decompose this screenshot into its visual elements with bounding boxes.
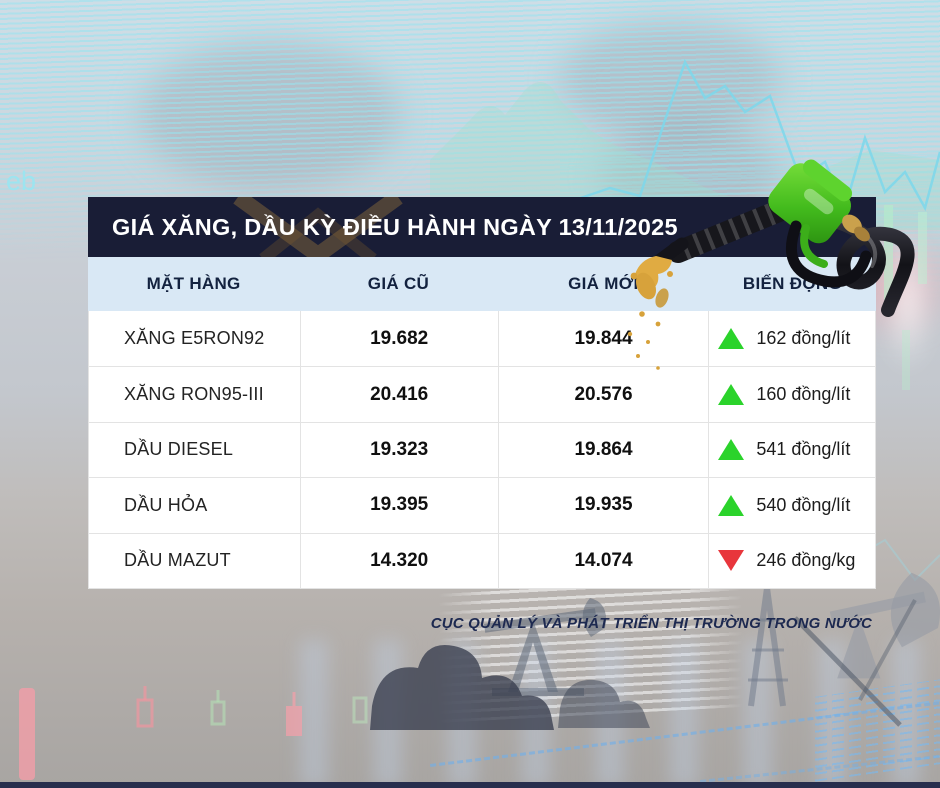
new-price: 19.935 <box>497 478 709 533</box>
change-amount: 540 đồng/lít <box>756 494 851 515</box>
page-title: GIÁ XĂNG, DẦU KỲ ĐIỀU HÀNH NGÀY 13/11/20… <box>112 213 678 240</box>
product-name: XĂNG RON95-III <box>124 384 264 405</box>
candlestick-bar <box>918 212 927 284</box>
nozzle-trigger <box>800 224 828 268</box>
table-row: XĂNG E5RON92 19.682 19.844 162 đồng/lít <box>89 311 875 367</box>
column-header-product: MẶT HÀNG <box>146 274 241 293</box>
product-name: DẦU HỎA <box>124 494 208 515</box>
gold-collar <box>854 226 870 242</box>
candlestick-bar <box>19 688 35 780</box>
nozzle-handle <box>786 220 872 288</box>
fuel-nozzle-illustration <box>627 159 915 370</box>
candlestick-bar <box>902 330 910 390</box>
old-price: 20.416 <box>299 367 498 422</box>
new-price: 19.844 <box>497 311 709 367</box>
new-price: 20.576 <box>497 367 709 422</box>
bottom-border-strip <box>0 782 940 788</box>
price-change: 246 đồng/kg <box>708 533 875 588</box>
fuel-hose <box>825 213 915 317</box>
price-change: 162 đồng/lít <box>708 311 875 367</box>
brand-chevron-watermark <box>233 197 403 257</box>
fuel-splash <box>627 256 673 370</box>
change-amount: 246 đồng/kg <box>756 550 856 571</box>
price-change: 540 đồng/lít <box>708 478 875 533</box>
table-row: DẦU HỎA 19.395 19.935 540 đồng/lít <box>89 477 875 533</box>
price-change: 541 đồng/lít <box>708 422 875 478</box>
trend-up-icon <box>718 494 745 516</box>
table-row: XĂNG RON95-III 20.416 20.576 160 đồng/lí… <box>89 366 875 422</box>
oil-pumpjack-silhouette <box>483 598 606 696</box>
trend-up-icon <box>718 439 745 461</box>
nozzle-body <box>768 159 853 244</box>
price-change: 160 đồng/lít <box>708 367 875 422</box>
candlestick-bar <box>884 205 893 300</box>
column-header-new-price: GIÁ MỚI <box>568 274 639 293</box>
old-price: 14.320 <box>299 533 498 588</box>
foreground-silhouette <box>370 644 554 730</box>
change-amount: 541 đồng/lít <box>756 439 851 460</box>
new-price: 19.864 <box>497 422 709 478</box>
table-header-row: MẶT HÀNG GIÁ CŨ GIÁ MỚI BIẾN ĐỘNG <box>88 257 876 311</box>
column-header-old-price: GIÁ CŨ <box>367 274 430 293</box>
title-bar: GIÁ XĂNG, DẦU KỲ ĐIỀU HÀNH NGÀY 13/11/20… <box>88 197 876 257</box>
cable-line <box>858 599 917 701</box>
trend-up-icon <box>718 384 745 406</box>
change-amount: 162 đồng/lít <box>756 328 851 349</box>
candlestick-group <box>136 686 368 736</box>
cable-line <box>793 616 902 727</box>
product-name: XĂNG E5RON92 <box>124 328 265 349</box>
trend-down-icon <box>718 550 745 572</box>
product-name: DẦU MAZUT <box>124 550 231 571</box>
table-row: DẦU DIESEL 19.323 19.864 541 đồng/lít <box>89 421 875 478</box>
source-credit: CỤC QUẢN LÝ VÀ PHÁT TRIỂN THỊ TRƯỜNG TRO… <box>430 615 872 632</box>
background-watermark-text: eb <box>6 166 37 196</box>
table-body: XĂNG E5RON92 19.682 19.844 162 đồng/lít … <box>88 311 876 589</box>
old-price: 19.323 <box>299 422 498 478</box>
trend-up-icon <box>718 328 745 350</box>
table-row: DẦU MAZUT 14.320 14.074 246 đồng/kg <box>89 532 875 588</box>
product-name: DẦU DIESEL <box>124 439 234 460</box>
price-table: GIÁ XĂNG, DẦU KỲ ĐIỀU HÀNH NGÀY 13/11/20… <box>88 197 876 589</box>
old-price: 19.395 <box>299 478 498 533</box>
line-chart-decoration <box>559 58 940 212</box>
new-price: 14.074 <box>497 533 709 588</box>
foreground-silhouette <box>558 679 650 728</box>
change-amount: 160 đồng/lít <box>756 384 851 405</box>
old-price: 19.682 <box>299 311 498 367</box>
oil-pumpjack-silhouette <box>829 572 940 679</box>
oil-derrick-silhouette <box>748 587 788 707</box>
